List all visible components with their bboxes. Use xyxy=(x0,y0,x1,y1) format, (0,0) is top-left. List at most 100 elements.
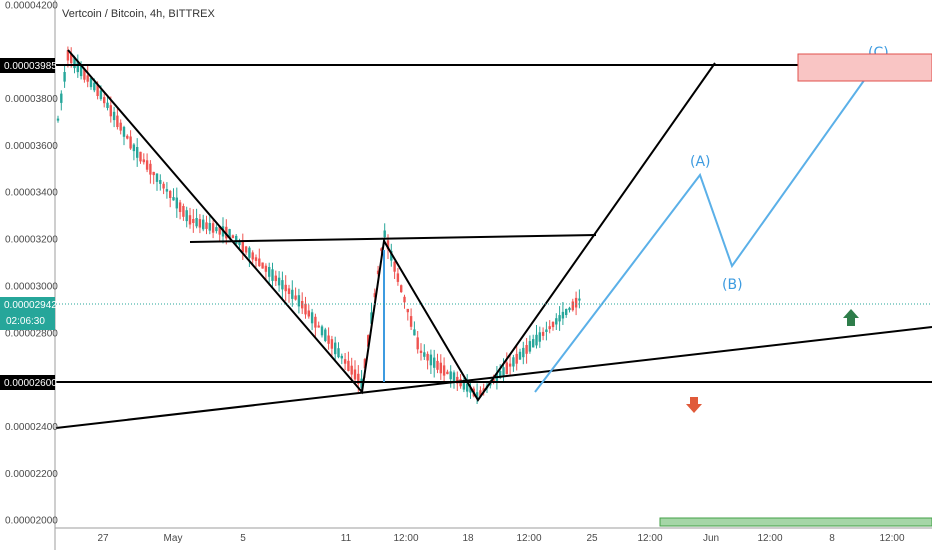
candle xyxy=(571,298,574,312)
candle xyxy=(175,187,178,218)
candle xyxy=(129,130,132,150)
candle xyxy=(281,271,284,300)
candle xyxy=(433,349,436,378)
candle xyxy=(314,313,317,337)
time-tick-labels: 27 May 5 11 12:00 18 12:00 25 12:00 Jun 12:00 8 12:0… xyxy=(97,533,905,544)
candle xyxy=(565,308,568,318)
candle xyxy=(159,174,162,191)
candle xyxy=(56,115,60,123)
candle xyxy=(518,348,522,360)
candle xyxy=(205,215,208,235)
candle xyxy=(508,355,512,376)
candle xyxy=(396,268,400,286)
candle xyxy=(442,357,446,384)
candle xyxy=(182,203,185,221)
current-price-label: 0.00002942 xyxy=(4,300,57,311)
price-tick-label: 0.00002400 xyxy=(5,422,58,433)
candle xyxy=(241,233,244,260)
candle xyxy=(231,234,235,239)
candle xyxy=(528,335,532,354)
candle xyxy=(63,65,66,88)
candle xyxy=(225,219,228,245)
candle xyxy=(400,284,403,293)
wave-projection[interactable] xyxy=(534,57,881,393)
time-tick-label: 12:00 xyxy=(757,533,782,544)
candle xyxy=(327,327,330,350)
price-tick-labels: 0.00004200 0.00003800 0.00003600 0.00003400… xyxy=(5,0,58,526)
candle xyxy=(235,234,238,246)
candle xyxy=(271,262,274,287)
candle xyxy=(60,90,63,111)
countdown-label: 02:06:30 xyxy=(6,316,45,327)
candle xyxy=(574,291,578,316)
candle xyxy=(578,289,581,309)
candle xyxy=(76,54,79,78)
time-tick-label: 12:00 xyxy=(516,533,541,544)
resistance-price-tag xyxy=(0,58,55,73)
candle xyxy=(426,351,429,370)
target-zone[interactable] xyxy=(797,53,932,82)
candle xyxy=(475,383,479,404)
candle xyxy=(307,304,310,319)
candle xyxy=(551,321,555,331)
candle xyxy=(452,370,456,389)
neckline-trendline[interactable] xyxy=(189,234,597,243)
candle xyxy=(541,327,545,341)
candle xyxy=(202,214,205,232)
time-tick-label: 27 xyxy=(97,533,109,544)
price-tick-label: 0.00003600 xyxy=(5,141,58,152)
candle xyxy=(155,173,159,191)
candle xyxy=(264,263,268,281)
time-tick-label: 5 xyxy=(240,533,246,544)
candle xyxy=(337,342,340,359)
time-tick-label: 11 xyxy=(341,533,352,544)
candle xyxy=(103,93,106,108)
candle xyxy=(347,351,350,372)
candle xyxy=(145,153,149,173)
candle xyxy=(165,182,169,199)
bottom-zone[interactable] xyxy=(659,517,932,527)
candle xyxy=(152,171,155,185)
candle xyxy=(545,321,548,341)
pattern-zigzag[interactable] xyxy=(67,49,716,402)
candle xyxy=(301,292,304,314)
candle xyxy=(198,214,202,234)
time-tick-label: 25 xyxy=(586,533,598,544)
candle xyxy=(548,320,551,334)
candle xyxy=(195,208,198,229)
candle xyxy=(469,381,472,399)
candle xyxy=(136,138,139,167)
candle xyxy=(284,275,287,301)
candle xyxy=(116,108,119,130)
candle xyxy=(139,151,142,164)
price-tick-label: 0.00003800 xyxy=(5,94,58,105)
candle xyxy=(423,344,426,360)
time-tick-label: Jun xyxy=(703,533,719,544)
candle xyxy=(304,296,307,319)
candle xyxy=(429,349,433,374)
time-tick-label: 18 xyxy=(462,533,474,544)
candle xyxy=(413,321,416,336)
candle xyxy=(132,143,136,161)
candle xyxy=(291,280,294,307)
candle xyxy=(505,352,508,375)
candle xyxy=(268,262,271,286)
candle xyxy=(561,302,565,325)
down-arrow-icon xyxy=(686,397,702,413)
candle xyxy=(310,308,314,331)
time-tick-label: 12:00 xyxy=(393,533,418,544)
candle xyxy=(409,308,413,330)
candle xyxy=(192,209,195,233)
candle xyxy=(330,335,334,356)
candle xyxy=(393,261,396,279)
candle xyxy=(119,119,122,135)
candle xyxy=(126,134,129,140)
candle xyxy=(340,353,343,365)
candle xyxy=(112,106,116,128)
candle xyxy=(211,220,215,239)
wave-label-a: (A) xyxy=(690,154,711,170)
price-axis[interactable] xyxy=(0,0,55,528)
candle xyxy=(185,206,188,228)
candle xyxy=(248,246,251,267)
